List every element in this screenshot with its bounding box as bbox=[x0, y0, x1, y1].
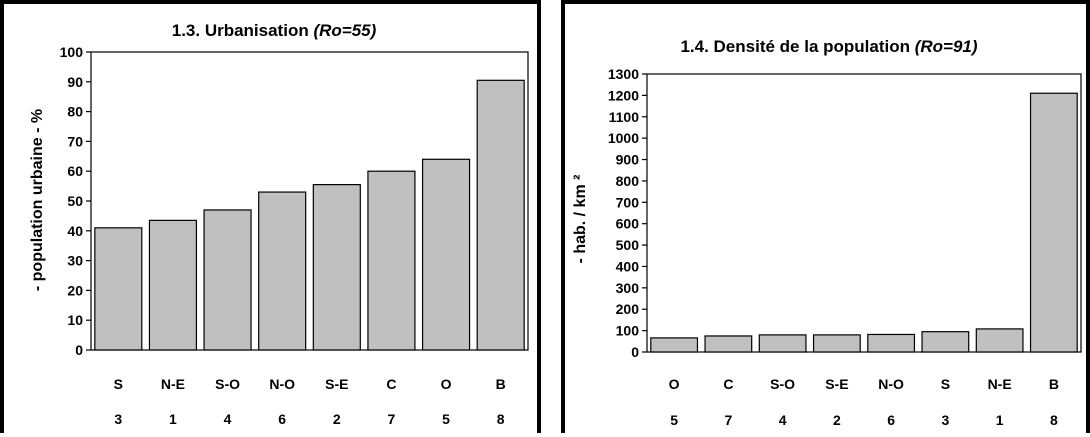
y-tick-label: 900 bbox=[616, 152, 640, 168]
y-tick-label: 1200 bbox=[608, 87, 639, 103]
chart-title-main: 1.4. Densité de la population bbox=[680, 37, 914, 56]
y-tick-label: 500 bbox=[616, 237, 640, 253]
x-category-label: N-E bbox=[988, 376, 1012, 392]
y-tick-label: 700 bbox=[616, 194, 640, 210]
bar bbox=[812, 334, 861, 353]
x-category-label: N-O bbox=[878, 376, 904, 392]
y-tick-label: 80 bbox=[67, 104, 83, 120]
bar bbox=[203, 209, 252, 351]
y-tick-label: 90 bbox=[67, 74, 83, 90]
x-category-label: C bbox=[723, 376, 733, 392]
x-category-label: N-O bbox=[269, 376, 295, 392]
y-tick-label: 50 bbox=[67, 193, 83, 209]
bar bbox=[258, 191, 307, 351]
bar bbox=[312, 184, 361, 351]
y-tick-label: 100 bbox=[616, 323, 640, 339]
x-code-label: 3 bbox=[114, 411, 122, 427]
bar bbox=[421, 158, 471, 351]
y-tick-label: 1100 bbox=[609, 109, 640, 125]
bar bbox=[650, 337, 699, 353]
y-tick-label: 40 bbox=[67, 223, 83, 239]
bar bbox=[94, 227, 143, 351]
y-tick-label: 0 bbox=[75, 342, 83, 358]
y-tick-label: 1000 bbox=[608, 130, 639, 146]
y-tick-label: 300 bbox=[616, 280, 640, 296]
x-category-label: S-E bbox=[325, 376, 348, 392]
y-tick-label: 60 bbox=[67, 163, 83, 179]
y-tick-label: 800 bbox=[616, 173, 640, 189]
densite-chart: 1.4. Densité de la population (Ro=91) - … bbox=[572, 37, 1082, 428]
x-code-label: 2 bbox=[833, 412, 841, 428]
x-code-label: 8 bbox=[497, 411, 505, 427]
x-code-label: 4 bbox=[224, 411, 232, 427]
y-tick-label: 10 bbox=[67, 312, 83, 328]
x-category-label: S bbox=[114, 376, 123, 392]
bar bbox=[476, 79, 525, 351]
x-code-label: 6 bbox=[887, 412, 895, 428]
chart-title: 1.4. Densité de la population (Ro=91) bbox=[680, 37, 977, 56]
bar bbox=[704, 335, 753, 353]
urbanisation-chart: 1.3. Urbanisation (Ro=55) - population u… bbox=[29, 21, 529, 427]
chart-title: 1.3. Urbanisation (Ro=55) bbox=[172, 21, 377, 40]
bar bbox=[758, 334, 807, 353]
bar bbox=[1029, 92, 1078, 353]
bar bbox=[921, 331, 970, 353]
x-category-label: B bbox=[496, 376, 506, 392]
y-tick-label: 400 bbox=[616, 258, 640, 274]
x-category-label: S-O bbox=[215, 376, 240, 392]
bars-group: 0 100 200 300 400 500 600 700 800 900 1000 1100 1200… bbox=[608, 66, 1082, 428]
chart-title-ro: (Ro=91) bbox=[915, 37, 978, 56]
x-code-label: 6 bbox=[278, 411, 286, 427]
chart-panel-urbanisation: 1.3. Urbanisation (Ro=55) - population u… bbox=[0, 0, 541, 433]
plot-area bbox=[646, 73, 1082, 353]
x-category-label: S-O bbox=[770, 376, 795, 392]
bars-group: 0 10 20 30 40 50 60 70 80 90 100 S 3 N-E 1 S-O 4 N-O 6 S-E 2… bbox=[60, 44, 529, 427]
y-tick-label: 20 bbox=[67, 282, 83, 298]
y-axis-label: - hab. / km ² bbox=[572, 175, 589, 264]
bar bbox=[867, 333, 916, 353]
y-tick-label: 100 bbox=[60, 44, 84, 60]
y-tick-label: 1300 bbox=[608, 66, 639, 82]
y-tick-label: 30 bbox=[67, 253, 83, 269]
x-code-label: 1 bbox=[996, 412, 1004, 428]
chart-panel-densite: 1.4. Densité de la population (Ro=91) - … bbox=[561, 0, 1090, 433]
x-code-label: 3 bbox=[941, 412, 949, 428]
x-category-label: B bbox=[1049, 376, 1059, 392]
x-category-label: S-E bbox=[825, 376, 848, 392]
x-code-label: 2 bbox=[333, 411, 341, 427]
x-code-label: 7 bbox=[388, 411, 396, 427]
y-tick-label: 600 bbox=[616, 216, 640, 232]
y-tick-label: 200 bbox=[616, 301, 640, 317]
chart-title-ro: (Ro=55) bbox=[313, 21, 376, 40]
x-code-label: 5 bbox=[670, 412, 678, 428]
x-category-label: O bbox=[441, 376, 452, 392]
x-code-label: 8 bbox=[1050, 412, 1058, 428]
x-code-label: 4 bbox=[779, 412, 787, 428]
x-code-label: 5 bbox=[442, 411, 450, 427]
x-category-label: C bbox=[386, 376, 396, 392]
x-category-label: N-E bbox=[161, 376, 185, 392]
y-tick-label: 70 bbox=[67, 133, 83, 149]
x-category-label: S bbox=[941, 376, 950, 392]
x-code-label: 7 bbox=[724, 412, 732, 428]
bar bbox=[148, 219, 198, 351]
bar bbox=[367, 170, 416, 351]
y-tick-label: 0 bbox=[631, 344, 639, 360]
chart-title-main: 1.3. Urbanisation bbox=[172, 21, 314, 40]
x-category-label: O bbox=[669, 376, 680, 392]
bar bbox=[975, 328, 1024, 353]
y-axis-label: - population urbaine - % bbox=[29, 109, 46, 291]
x-code-label: 1 bbox=[169, 411, 177, 427]
